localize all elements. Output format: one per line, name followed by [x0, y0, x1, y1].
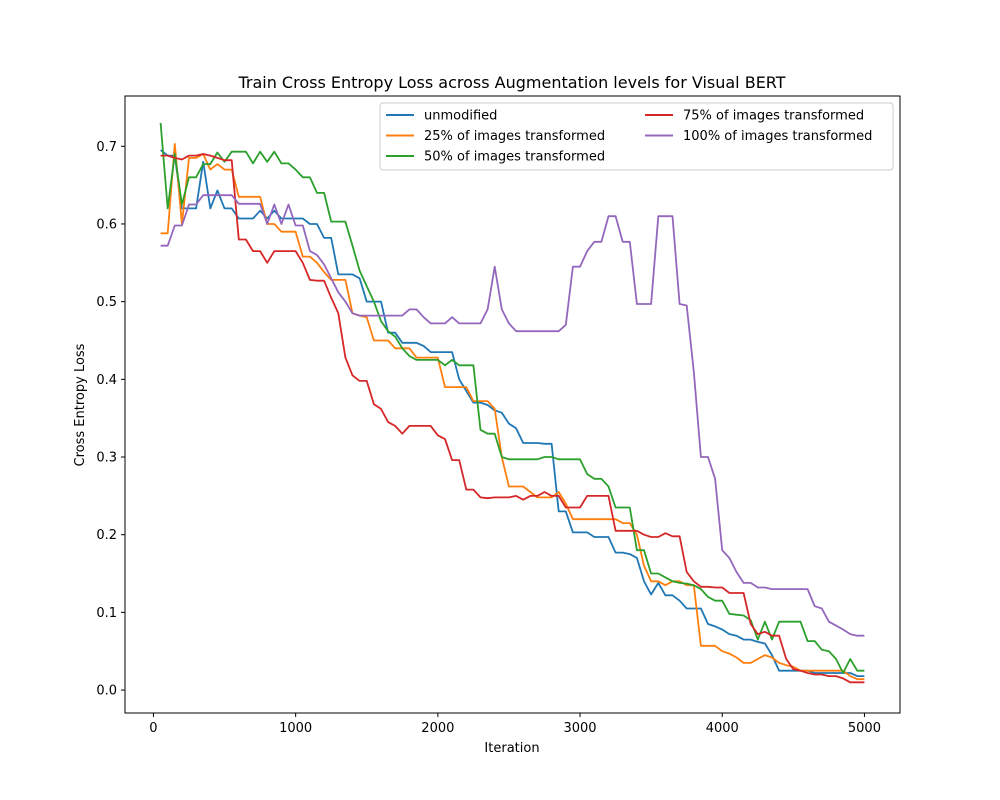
y-tick-label: 0.2	[96, 528, 117, 543]
x-axis: 0 1000 2000 3000 4000 5000	[149, 713, 881, 736]
series-line-4	[160, 194, 865, 637]
y-tick-label: 0.0	[96, 684, 117, 699]
legend-box	[379, 102, 894, 171]
x-tick-label: 4000	[706, 721, 739, 736]
y-tick-label: 0.4	[96, 373, 117, 388]
legend-label: 25% of images transformed	[424, 129, 605, 144]
x-tick-label: 2000	[421, 721, 454, 736]
legend-label: unmodified	[424, 109, 497, 124]
y-axis: 0.0 0.1 0.2 0.3 0.4 0.5 0.6 0.7	[96, 140, 125, 699]
x-axis-label: Iteration	[484, 741, 539, 756]
y-tick-label: 0.7	[96, 140, 117, 155]
series-line-1	[160, 143, 865, 681]
legend-label: 50% of images transformed	[424, 150, 605, 165]
x-tick-label: 5000	[848, 721, 881, 736]
y-tick-label: 0.6	[96, 217, 117, 232]
x-tick-label: 3000	[563, 721, 596, 736]
y-axis-label: Cross Entropy Loss	[73, 343, 88, 466]
series-layer	[159, 122, 865, 684]
x-tick-label: 1000	[279, 721, 312, 736]
legend-label: 75% of images transformed	[683, 109, 864, 124]
series-line-3	[160, 153, 865, 684]
y-tick-label: 0.1	[96, 606, 117, 621]
y-tick-label: 0.5	[96, 295, 117, 310]
x-tick-label: 0	[149, 721, 157, 736]
chart-title: Train Cross Entropy Loss across Augmenta…	[237, 73, 785, 92]
legend-label: 100% of images transformed	[683, 129, 872, 144]
y-tick-label: 0.3	[96, 451, 117, 466]
series-line-2	[159, 122, 865, 674]
plot-frame	[124, 95, 901, 714]
legend: unmodified 25% of images transformed 50% o…	[379, 102, 894, 171]
